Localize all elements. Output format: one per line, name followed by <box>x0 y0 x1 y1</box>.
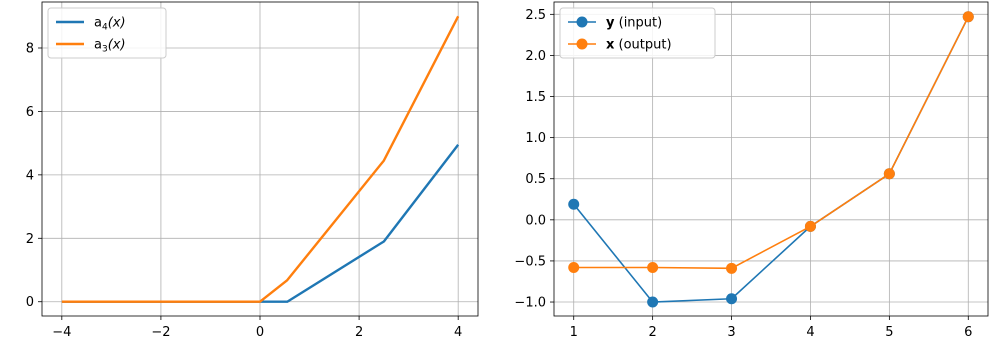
right-y-tick-label-4: 1.0 <box>525 131 546 146</box>
right-series-1-point-1 <box>647 262 659 274</box>
right-y-tick-label-2: 0.0 <box>525 213 546 228</box>
right-y-tick-label-0: −1.0 <box>514 296 546 311</box>
right-series-1-point-4 <box>883 168 895 180</box>
left-x-tick-label-2: 0 <box>256 325 264 340</box>
left-legend-label-1: a3(x) <box>94 38 126 55</box>
left-y-tick-label-3: 6 <box>26 105 34 120</box>
right-chart: 1 2 3 4 5 6 −1.0 −0.5 0.0 0.5 1.0 1.5 2.0 2.5 y (input… <box>514 1 989 340</box>
left-legend-label-0: a4(x) <box>94 16 126 33</box>
left-x-tick-label-0: −4 <box>52 325 71 340</box>
right-x-tick-label-2: 3 <box>727 325 735 340</box>
left-legend-box <box>47 7 167 59</box>
left-y-tick-label-0: 0 <box>26 295 34 310</box>
right-series-1-point-3 <box>804 220 816 232</box>
left-x-tick-label-4: 4 <box>454 325 462 340</box>
right-x-tick-label-1: 2 <box>648 325 656 340</box>
right-x-tick-label-3: 4 <box>806 325 814 340</box>
right-legend-box <box>559 7 716 59</box>
right-y-tick-label-7: 2.5 <box>525 8 546 23</box>
left-x-tick-label-1: −2 <box>151 325 170 340</box>
right-axes-frame <box>553 1 989 317</box>
left-x-tick-label-3: 2 <box>355 325 363 340</box>
right-x-tick-label-0: 1 <box>570 325 578 340</box>
right-x-tick-label-4: 5 <box>885 325 893 340</box>
left-y-tick-label-2: 4 <box>26 168 34 183</box>
right-legend-label-1: x (output) <box>606 38 672 53</box>
right-legend-label-0: y (input) <box>606 16 662 31</box>
right-legend-marker-0 <box>576 16 588 28</box>
right-legend-marker-1 <box>576 38 588 50</box>
right-y-tick-label-6: 2.0 <box>525 49 546 64</box>
left-y-tick-label-1: 2 <box>26 232 34 247</box>
right-series-0-point-1 <box>647 296 659 308</box>
right-y-tick-label-3: 0.5 <box>525 172 546 187</box>
right-series-0-point-2 <box>726 293 738 305</box>
right-y-tick-label-1: −0.5 <box>514 254 546 269</box>
right-series-0-point-0 <box>568 198 580 210</box>
right-series-line-1 <box>573 16 969 270</box>
left-series-line-1 <box>61 15 460 303</box>
right-y-tick-label-5: 1.5 <box>525 90 546 105</box>
right-series-1-point-0 <box>568 262 580 274</box>
right-series-1-point-5 <box>962 11 974 23</box>
left-y-tick-label-4: 8 <box>26 41 34 56</box>
left-chart: −4 −2 0 2 4 0 2 4 6 8 a4(x) a3(x) <box>26 1 479 340</box>
right-series-1-point-2 <box>726 262 738 274</box>
right-x-tick-label-5: 6 <box>964 325 972 340</box>
